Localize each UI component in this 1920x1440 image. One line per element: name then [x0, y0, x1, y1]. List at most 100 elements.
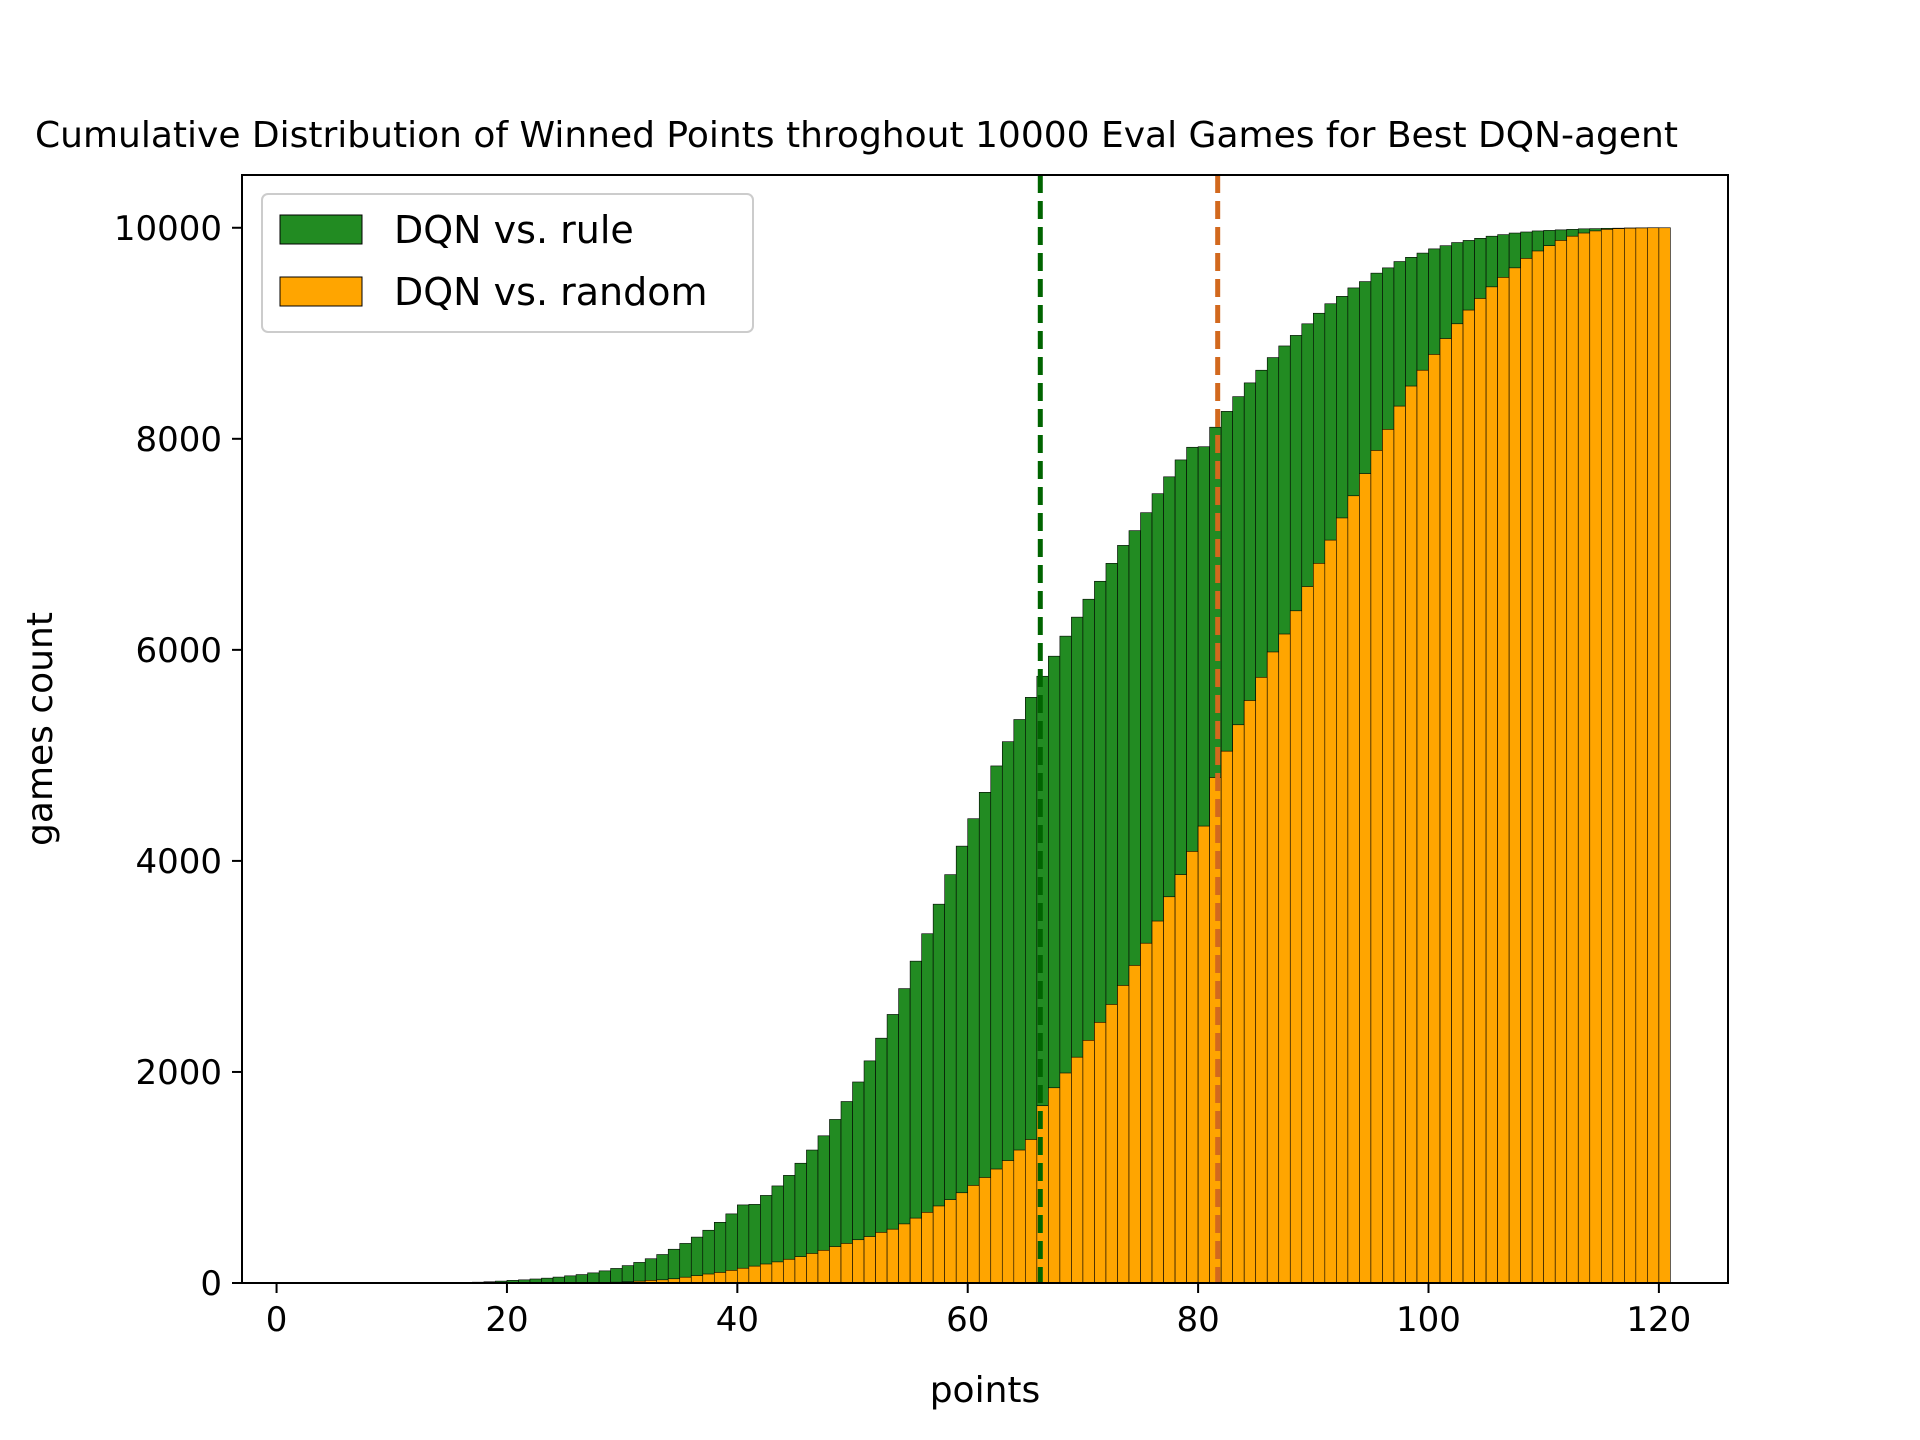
bar-dqn-vs-random-96	[1382, 429, 1395, 1284]
bar-dqn-vs-random-113	[1577, 232, 1591, 1284]
bar-dqn-vs-random-106	[1497, 277, 1510, 1284]
bar-dqn-vs-random-53	[886, 1228, 899, 1284]
bar-dqn-vs-rule-32	[644, 1258, 657, 1284]
bar-dqn-vs-random-116	[1612, 228, 1625, 1284]
bar-dqn-vs-random-86	[1266, 651, 1280, 1284]
bar-dqn-vs-random-52	[875, 1232, 888, 1284]
chart-title: Cumulative Distribution of Winned Points…	[35, 115, 1678, 156]
bar-dqn-vs-random-77	[1163, 896, 1176, 1284]
bar-dqn-vs-random-73	[1117, 985, 1130, 1284]
bar-dqn-vs-random-39	[725, 1270, 738, 1284]
bar-dqn-vs-rule-34	[667, 1248, 681, 1284]
bar-dqn-vs-random-85	[1255, 676, 1268, 1284]
bar-dqn-vs-random-37	[702, 1273, 715, 1284]
plot-frame	[241, 174, 1729, 1284]
bar-dqn-vs-random-57	[932, 1205, 945, 1284]
bar-dqn-vs-random-55	[909, 1217, 922, 1284]
bar-dqn-vs-random-65	[1025, 1139, 1038, 1284]
reference-lines	[1037, 175, 1221, 1283]
bar-dqn-vs-random-41	[748, 1265, 761, 1284]
bar-dqn-vs-random-82	[1220, 750, 1233, 1284]
y-axis-ticks: 0 2000 4000 6000 8000 10000	[114, 209, 242, 1304]
y-tick-label-2000: 2000	[135, 1053, 222, 1093]
bar-dqn-vs-random-119	[1647, 227, 1660, 1284]
legend-label-dqn-vs-random: DQN vs. random	[394, 270, 708, 314]
bar-dqn-vs-random-102	[1451, 323, 1464, 1284]
bar-dqn-vs-random-56	[921, 1212, 934, 1284]
bar-dqn-vs-random-38	[713, 1272, 727, 1284]
bar-dqn-vs-random-64	[1013, 1149, 1026, 1284]
x-tick-label-100: 100	[1396, 1300, 1461, 1340]
bar-dqn-vs-random-92	[1336, 517, 1349, 1284]
bar-dqn-vs-random-87	[1278, 633, 1291, 1284]
bar-dqn-vs-random-84	[1243, 700, 1257, 1284]
bar-dqn-vs-random-71	[1094, 1022, 1107, 1284]
y-tick-label-4000: 4000	[135, 842, 222, 882]
y-tick-label-10000: 10000	[114, 209, 222, 249]
bar-dqn-vs-random-115	[1600, 229, 1614, 1284]
bar-dqn-vs-random-40	[737, 1267, 750, 1284]
x-tick-label-120: 120	[1626, 1300, 1691, 1340]
bar-dqn-vs-random-60	[967, 1185, 980, 1284]
bar-dqn-vs-random-36	[690, 1275, 704, 1284]
bar-dqn-vs-random-44	[783, 1258, 796, 1284]
bar-dqn-vs-random-120	[1658, 227, 1671, 1284]
bar-dqn-vs-rule-30	[621, 1265, 634, 1284]
bar-dqn-vs-random-94	[1359, 473, 1372, 1284]
bar-dqn-vs-random-62	[990, 1168, 1003, 1284]
bar-dqn-vs-random-43	[771, 1261, 784, 1284]
bar-dqn-vs-random-88	[1289, 610, 1303, 1284]
bar-dqn-vs-random-109	[1531, 250, 1544, 1284]
bar-dqn-vs-random-91	[1324, 539, 1337, 1284]
bar-dqn-vs-random-48	[829, 1246, 842, 1284]
x-tick-label-60: 60	[946, 1300, 989, 1340]
bar-dqn-vs-random-67	[1048, 1087, 1061, 1284]
bar-dqn-vs-random-100	[1428, 354, 1441, 1284]
bars-dqn-vs-random	[598, 227, 1671, 1284]
bar-dqn-vs-random-105	[1485, 286, 1498, 1284]
bar-dqn-vs-random-69	[1071, 1056, 1084, 1284]
bar-dqn-vs-rule-29	[610, 1268, 623, 1284]
bar-dqn-vs-random-46	[806, 1253, 819, 1284]
bar-dqn-vs-random-79	[1186, 851, 1199, 1284]
legend: DQN vs. rule DQN vs. random	[261, 193, 754, 333]
bar-dqn-vs-random-50	[852, 1239, 865, 1284]
bar-dqn-vs-random-49	[840, 1243, 853, 1284]
x-axis-ticks: 0 20 40 60 80 100 120	[266, 1283, 1691, 1340]
bar-dqn-vs-random-76	[1151, 920, 1164, 1284]
y-tick-label-6000: 6000	[135, 631, 222, 671]
bar-dqn-vs-random-72	[1105, 1004, 1118, 1284]
bar-dqn-vs-random-101	[1439, 338, 1452, 1284]
bar-dqn-vs-random-59	[955, 1192, 969, 1284]
x-tick-label-20: 20	[485, 1300, 528, 1340]
bar-dqn-vs-random-112	[1566, 235, 1579, 1284]
y-tick-label-0: 0	[200, 1264, 222, 1304]
legend-box	[261, 193, 754, 333]
bar-dqn-vs-random-51	[863, 1236, 876, 1284]
bar-dqn-vs-random-111	[1554, 240, 1568, 1284]
legend-label-dqn-vs-rule: DQN vs. rule	[394, 208, 634, 252]
bar-dqn-vs-random-89	[1301, 586, 1314, 1284]
bar-dqn-vs-random-74	[1128, 965, 1141, 1284]
bar-dqn-vs-random-47	[817, 1249, 830, 1284]
x-axis-label: points	[930, 1370, 1041, 1411]
y-axis-label: games count	[20, 612, 61, 846]
bar-dqn-vs-random-68	[1059, 1072, 1072, 1284]
x-tick-label-80: 80	[1176, 1300, 1219, 1340]
bar-dqn-vs-random-93	[1347, 495, 1360, 1284]
bar-dqn-vs-random-54	[898, 1223, 911, 1284]
bar-dqn-vs-rule-27	[587, 1272, 600, 1284]
bar-dqn-vs-random-117	[1624, 227, 1637, 1284]
bar-dqn-vs-random-42	[760, 1263, 773, 1284]
bar-dqn-vs-random-83	[1232, 724, 1245, 1284]
bar-dqn-vs-random-58	[944, 1199, 957, 1284]
bar-dqn-vs-random-90	[1313, 563, 1326, 1284]
bar-dqn-vs-random-45	[794, 1256, 807, 1284]
bar-dqn-vs-random-107	[1508, 267, 1521, 1284]
bar-dqn-vs-random-80	[1197, 825, 1210, 1284]
bar-dqn-vs-random-99	[1416, 369, 1429, 1284]
bar-dqn-vs-random-104	[1474, 298, 1487, 1284]
bar-dqn-vs-random-114	[1589, 230, 1602, 1284]
x-tick-label-40: 40	[716, 1300, 759, 1340]
